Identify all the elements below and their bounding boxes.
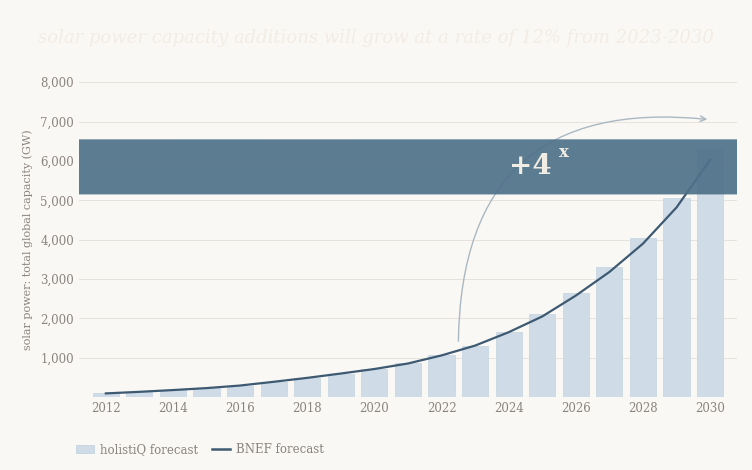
Bar: [663, 198, 690, 397]
Circle shape: [0, 139, 752, 195]
Bar: [529, 314, 555, 397]
Bar: [462, 345, 488, 397]
Bar: [697, 149, 723, 397]
Bar: [92, 393, 119, 397]
FancyArrowPatch shape: [459, 116, 706, 341]
Y-axis label: solar power: total global capacity (GW): solar power: total global capacity (GW): [23, 129, 33, 350]
Bar: [630, 238, 656, 397]
Bar: [294, 378, 320, 397]
Text: solar power capacity additions will grow at a rate of 12% from 2023-2030: solar power capacity additions will grow…: [38, 29, 714, 47]
Bar: [361, 369, 387, 397]
Bar: [429, 355, 455, 397]
Bar: [160, 390, 186, 397]
Bar: [395, 363, 421, 397]
Bar: [193, 388, 220, 397]
Bar: [596, 267, 623, 397]
Bar: [261, 382, 287, 397]
Bar: [496, 332, 522, 397]
Text: x: x: [559, 144, 569, 161]
Text: +4: +4: [509, 153, 552, 180]
Bar: [126, 392, 153, 397]
Bar: [562, 293, 589, 397]
Bar: [227, 385, 253, 397]
Legend: holistiQ forecast, BNEF forecast: holistiQ forecast, BNEF forecast: [71, 438, 329, 461]
Bar: [328, 374, 354, 397]
